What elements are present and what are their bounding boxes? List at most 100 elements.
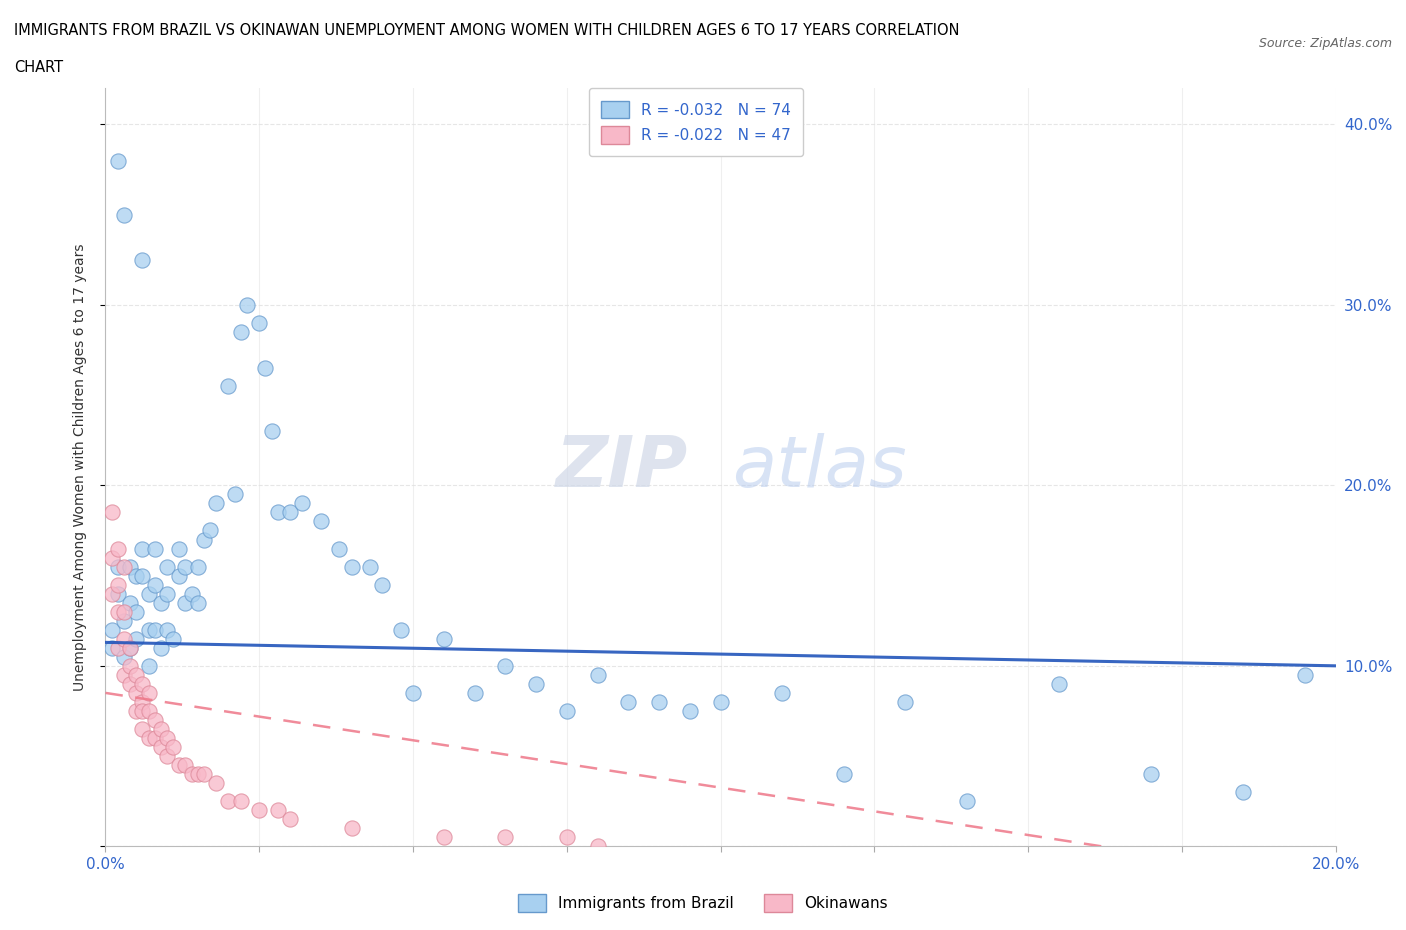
Immigrants from Brazil [174,559,197,574]
Okinawans [138,731,160,746]
Okinawans [162,739,184,754]
Okinawans [112,668,135,683]
Text: CHART: CHART [14,60,63,75]
Okinawans [112,631,135,646]
Immigrants from Brazil [156,586,179,601]
Immigrants from Brazil [236,298,259,312]
Immigrants from Brazil [187,595,209,610]
Okinawans [143,712,166,727]
Immigrants from Brazil [131,541,153,556]
Immigrants from Brazil [710,695,733,710]
Okinawans [125,703,148,718]
Immigrants from Brazil [107,586,129,601]
Okinawans [112,604,135,619]
Okinawans [278,812,301,827]
Okinawans [138,703,160,718]
Immigrants from Brazil [956,793,979,808]
Text: Source: ZipAtlas.com: Source: ZipAtlas.com [1258,37,1392,50]
Text: ZIP: ZIP [555,432,689,502]
Immigrants from Brazil [138,622,160,637]
Immigrants from Brazil [617,695,640,710]
Okinawans [229,793,252,808]
Immigrants from Brazil [112,613,135,628]
Immigrants from Brazil [586,668,609,683]
Immigrants from Brazil [120,595,141,610]
Okinawans [131,676,153,691]
Immigrants from Brazil [100,641,122,656]
Okinawans [107,641,129,656]
Immigrants from Brazil [371,578,394,592]
Immigrants from Brazil [156,622,179,637]
Legend: Immigrants from Brazil, Okinawans: Immigrants from Brazil, Okinawans [512,888,894,918]
Immigrants from Brazil [149,641,172,656]
Immigrants from Brazil [254,361,277,376]
Okinawans [586,839,609,854]
Okinawans [149,722,172,737]
Okinawans [120,658,141,673]
Legend: R = -0.032   N = 74, R = -0.022   N = 47: R = -0.032 N = 74, R = -0.022 N = 47 [589,88,803,156]
Okinawans [100,551,122,565]
Immigrants from Brazil [143,622,166,637]
Immigrants from Brazil [1294,668,1316,683]
Okinawans [340,821,363,836]
Okinawans [169,758,191,773]
Immigrants from Brazil [291,496,314,511]
Immigrants from Brazil [169,541,191,556]
Okinawans [494,830,516,844]
Immigrants from Brazil [229,325,252,339]
Immigrants from Brazil [138,658,160,673]
Immigrants from Brazil [125,631,148,646]
Immigrants from Brazil [169,568,191,583]
Immigrants from Brazil [112,207,135,222]
Okinawans [555,830,578,844]
Immigrants from Brazil [309,514,332,529]
Immigrants from Brazil [187,559,209,574]
Immigrants from Brazil [156,559,179,574]
Okinawans [131,722,153,737]
Immigrants from Brazil [359,559,381,574]
Immigrants from Brazil [120,641,141,656]
Immigrants from Brazil [143,578,166,592]
Okinawans [143,731,166,746]
Okinawans [131,695,153,710]
Okinawans [107,604,129,619]
Immigrants from Brazil [107,559,129,574]
Okinawans [433,830,456,844]
Okinawans [205,776,228,790]
Okinawans [125,668,148,683]
Okinawans [138,685,160,700]
Immigrants from Brazil [112,649,135,664]
Immigrants from Brazil [218,379,240,393]
Immigrants from Brazil [143,541,166,556]
Immigrants from Brazil [138,586,160,601]
Immigrants from Brazil [131,252,153,267]
Okinawans [107,578,129,592]
Okinawans [107,541,129,556]
Okinawans [131,703,153,718]
Y-axis label: Unemployment Among Women with Children Ages 6 to 17 years: Unemployment Among Women with Children A… [73,244,87,691]
Immigrants from Brazil [770,685,793,700]
Immigrants from Brazil [174,595,197,610]
Immigrants from Brazil [278,505,301,520]
Okinawans [180,766,202,781]
Immigrants from Brazil [389,622,412,637]
Immigrants from Brazil [107,153,129,168]
Immigrants from Brazil [648,695,671,710]
Immigrants from Brazil [1047,676,1070,691]
Immigrants from Brazil [100,622,122,637]
Immigrants from Brazil [162,631,184,646]
Okinawans [125,685,148,700]
Immigrants from Brazil [433,631,456,646]
Text: IMMIGRANTS FROM BRAZIL VS OKINAWAN UNEMPLOYMENT AMONG WOMEN WITH CHILDREN AGES 6: IMMIGRANTS FROM BRAZIL VS OKINAWAN UNEMP… [14,23,959,38]
Okinawans [120,641,141,656]
Okinawans [247,803,270,817]
Immigrants from Brazil [224,487,246,502]
Immigrants from Brazil [125,568,148,583]
Okinawans [218,793,240,808]
Text: atlas: atlas [731,432,907,502]
Immigrants from Brazil [679,703,702,718]
Immigrants from Brazil [494,658,516,673]
Okinawans [267,803,290,817]
Immigrants from Brazil [120,559,141,574]
Immigrants from Brazil [1232,785,1254,800]
